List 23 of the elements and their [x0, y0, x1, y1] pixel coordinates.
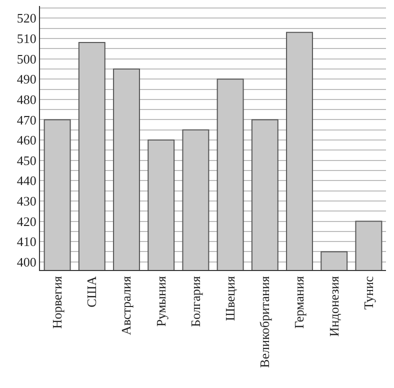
x-tick-label: США: [84, 276, 100, 308]
x-tick-label: Болгария: [188, 276, 203, 328]
y-tick-label: 430: [16, 194, 36, 208]
y-tick-label: 410: [16, 234, 36, 250]
x-tick-label: Индонезия: [326, 276, 342, 337]
x-tick-label: Норвегия: [50, 276, 65, 329]
x-tick-label: Австралия: [118, 276, 134, 336]
x-tick-label: Великобритания: [257, 276, 272, 368]
x-tick-label: Румыния: [153, 276, 168, 327]
y-tick-label: 500: [16, 51, 36, 66]
y-tick-label: 450: [16, 152, 36, 168]
y-tick-label: 490: [16, 72, 36, 87]
y-tick-label: 510: [16, 31, 36, 46]
y-tick-label: 520: [16, 10, 36, 26]
x-tick-label: Тунис: [360, 276, 376, 310]
y-tick-label: 460: [16, 132, 36, 148]
y-tick-label: 400: [16, 254, 36, 270]
y-tick-label: 420: [16, 214, 36, 229]
y-tick-label: 470: [16, 112, 36, 128]
y-tick-label: 440: [16, 173, 36, 188]
y-tick-label: 480: [16, 92, 36, 107]
x-tick-label: Германия: [292, 276, 307, 329]
x-tick-label: Швеция: [222, 276, 238, 322]
